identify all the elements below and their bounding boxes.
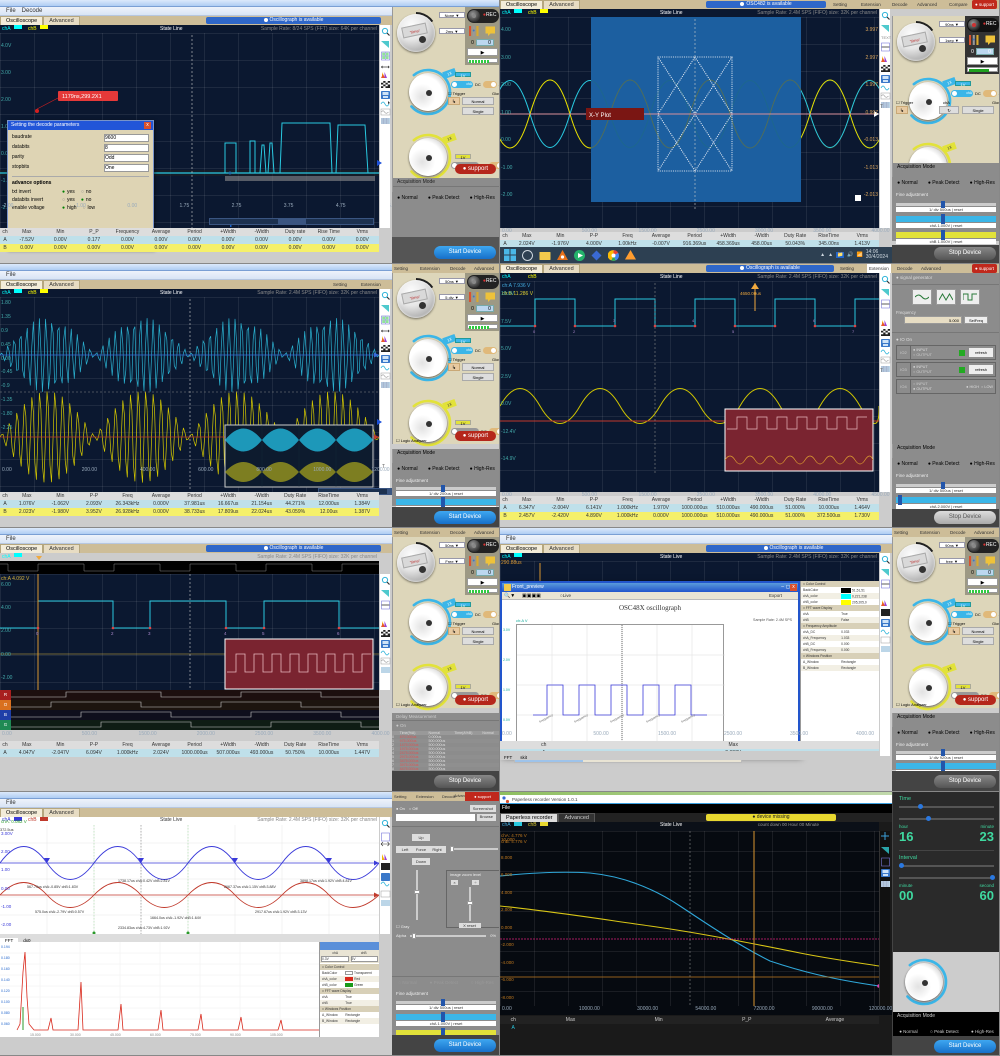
svg-text:TEXT: TEXT [881,35,891,40]
svg-text:6: 6 [813,318,816,323]
svg-text:60.000: 60.000 [150,1033,161,1037]
svg-text:1664.0us chA:-1.92V chB:1.64V: 1664.0us chA:-1.92V chB:1.64V [150,916,202,920]
svg-text:0: 0 [36,631,39,636]
svg-text:4: 4 [224,631,227,636]
svg-text:Frequency: Frequency [539,713,554,724]
svg-text:2917.67us chA:1.92V chB:3.13V: 2917.67us chA:1.92V chB:3.13V [255,910,308,914]
svg-text:X-Y Plot: X-Y Plot [589,113,611,119]
svg-text:Frequency: Frequency [574,713,589,724]
svg-text:45.000: 45.000 [110,1033,121,1037]
svg-text:1179ns,299.2X1: 1179ns,299.2X1 [62,94,102,100]
svg-text:3: 3 [613,318,616,323]
svg-text:575.0us chA:-2.79V chB:0.57V: 575.0us chA:-2.79V chB:0.57V [35,910,85,914]
svg-text:75.000: 75.000 [190,1033,201,1037]
svg-text:Frequency: Frequency [681,713,696,724]
svg-text:3898.17us chA:1.92V chB:4.81V: 3898.17us chA:1.92V chB:4.81V [300,879,353,883]
svg-text:Frequency: Frequency [646,713,661,724]
svg-text:Frequency: Frequency [610,713,625,724]
svg-text:7: 7 [852,329,855,334]
svg-text:90.000: 90.000 [230,1033,241,1037]
svg-text:30.000: 30.000 [70,1033,81,1037]
svg-text:15.000: 15.000 [30,1033,41,1037]
svg-text:4650.00us: 4650.00us [740,291,762,296]
svg-text:1738.17us chA:0.42V chB:2.81V: 1738.17us chA:0.42V chB:2.81V [118,879,171,883]
svg-text:2334.83us chA:4.73V chB:1.92V: 2334.83us chA:4.73V chB:1.92V [118,926,171,930]
svg-text:5: 5 [732,329,735,334]
svg-text:567.75us chA:-0.85V chB:1.83V: 567.75us chA:-0.85V chB:1.83V [27,885,79,889]
svg-text:2: 2 [111,631,114,636]
svg-text:0: 0 [533,329,536,334]
svg-text:2667.37us chA:1.15V chB:3.88V: 2667.37us chA:1.15V chB:3.88V [224,885,277,889]
svg-text:105.000: 105.000 [270,1033,283,1037]
svg-text:2: 2 [573,329,576,334]
svg-text:5: 5 [262,631,265,636]
svg-text:3: 3 [148,631,151,636]
svg-text:6: 6 [337,631,340,636]
